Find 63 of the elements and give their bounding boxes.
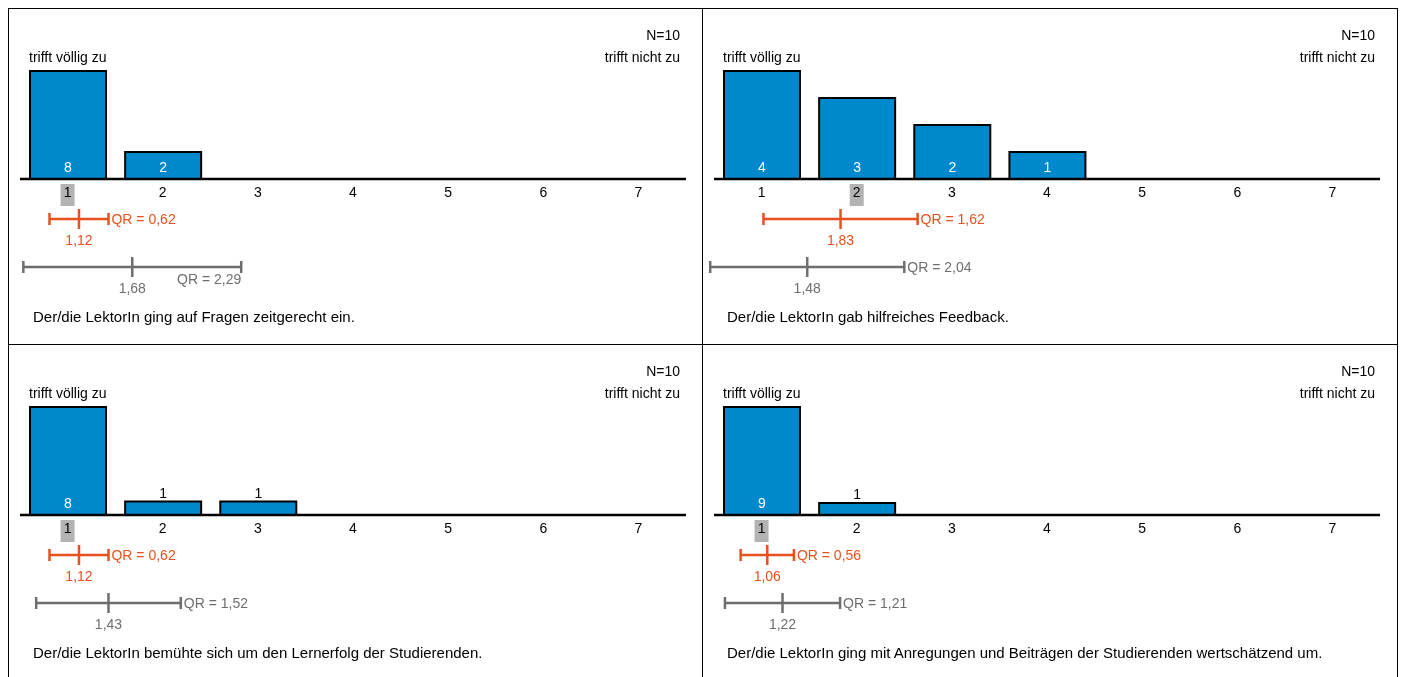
x-tick-label: 7 xyxy=(634,519,643,536)
x-tick-label: 5 xyxy=(1138,519,1147,536)
range-whisker: 1,06 QR = 0,56 xyxy=(739,545,862,584)
range-whisker: 1,68 QR = 2,29 xyxy=(22,257,243,296)
x-tick-label: 3 xyxy=(253,183,262,200)
text: N=10 xyxy=(1341,363,1375,379)
x-tick-label: 1 xyxy=(757,519,766,536)
x-tick-label: 3 xyxy=(947,183,956,200)
text: trifft völlig zu xyxy=(29,385,107,401)
text: N=10 xyxy=(1341,27,1375,43)
x-tick-label: 4 xyxy=(349,519,358,536)
text: Der/die LektorIn ging mit Anregungen und Beiträgen der Studierenden wertschätzend um. xyxy=(727,643,1324,663)
data-label: 8 xyxy=(64,159,73,175)
range-whisker: 1,12 QR = 0,62 xyxy=(48,545,176,584)
x-tick-label: 3 xyxy=(253,519,262,536)
text: trifft völlig zu xyxy=(723,385,801,401)
text: Der/die LektorIn ging auf Fragen zeitgerecht ein. xyxy=(33,307,356,327)
data-label: 9 xyxy=(758,495,767,511)
x-tick-label: 7 xyxy=(634,183,643,200)
x-tick-label: 2 xyxy=(158,519,167,536)
text: trifft nicht zu xyxy=(1299,385,1375,401)
data-label: 1 xyxy=(1043,159,1052,175)
text: trifft nicht zu xyxy=(604,49,680,65)
x-tick-label: 2 xyxy=(852,183,861,200)
x-tick-label: 5 xyxy=(1138,183,1147,200)
x-tick-label: 6 xyxy=(539,519,548,536)
x-tick-label: 6 xyxy=(1233,519,1242,536)
x-tick-label: 7 xyxy=(1328,183,1337,200)
data-label: 1 xyxy=(159,484,168,501)
data-label: 3 xyxy=(853,159,862,175)
text: Der/die LektorIn gab hilfreiches Feedback. xyxy=(727,307,1010,327)
text: trifft völlig zu xyxy=(723,49,801,65)
x-tick-label: 4 xyxy=(1043,183,1052,200)
data-label: 1 xyxy=(853,486,862,502)
x-tick-label: 6 xyxy=(1233,183,1242,200)
range-whisker: 1,12 QR = 0,62 xyxy=(48,209,176,248)
x-tick-label: 2 xyxy=(158,183,167,200)
data-label: 8 xyxy=(64,495,73,511)
x-tick-label: 1 xyxy=(63,183,72,200)
x-tick-label: 7 xyxy=(1328,519,1337,536)
text: N=10 xyxy=(646,27,680,43)
x-tick-label: 4 xyxy=(1043,519,1052,536)
data-label: 2 xyxy=(159,159,168,175)
x-tick-label: 5 xyxy=(444,183,453,200)
x-tick-label: 1 xyxy=(757,183,766,200)
range-whisker: 1,43 QR = 1,52 xyxy=(34,593,248,632)
x-tick-label: 3 xyxy=(947,519,956,536)
x-tick-label: 5 xyxy=(444,519,453,536)
text: N=10 xyxy=(646,363,680,379)
range-whisker: 1,48 QR = 2,04 xyxy=(708,257,972,296)
text: trifft völlig zu xyxy=(29,49,107,65)
text: trifft nicht zu xyxy=(1299,49,1375,65)
x-tick-label: 1 xyxy=(63,519,72,536)
text: Der/die LektorIn bemühte sich um den Lernerfolg der Studierenden. xyxy=(33,643,484,663)
range-whisker: 1,22 QR = 1,21 xyxy=(723,593,908,632)
x-tick-label: 6 xyxy=(539,183,548,200)
x-tick-label: 2 xyxy=(852,519,861,536)
x-tick-label: 4 xyxy=(349,183,358,200)
data-label: 1 xyxy=(254,484,263,501)
data-label: 2 xyxy=(948,159,957,175)
text: trifft nicht zu xyxy=(604,385,680,401)
data-label: 4 xyxy=(758,159,767,175)
range-whisker: 1,83 QR = 1,62 xyxy=(762,209,985,248)
